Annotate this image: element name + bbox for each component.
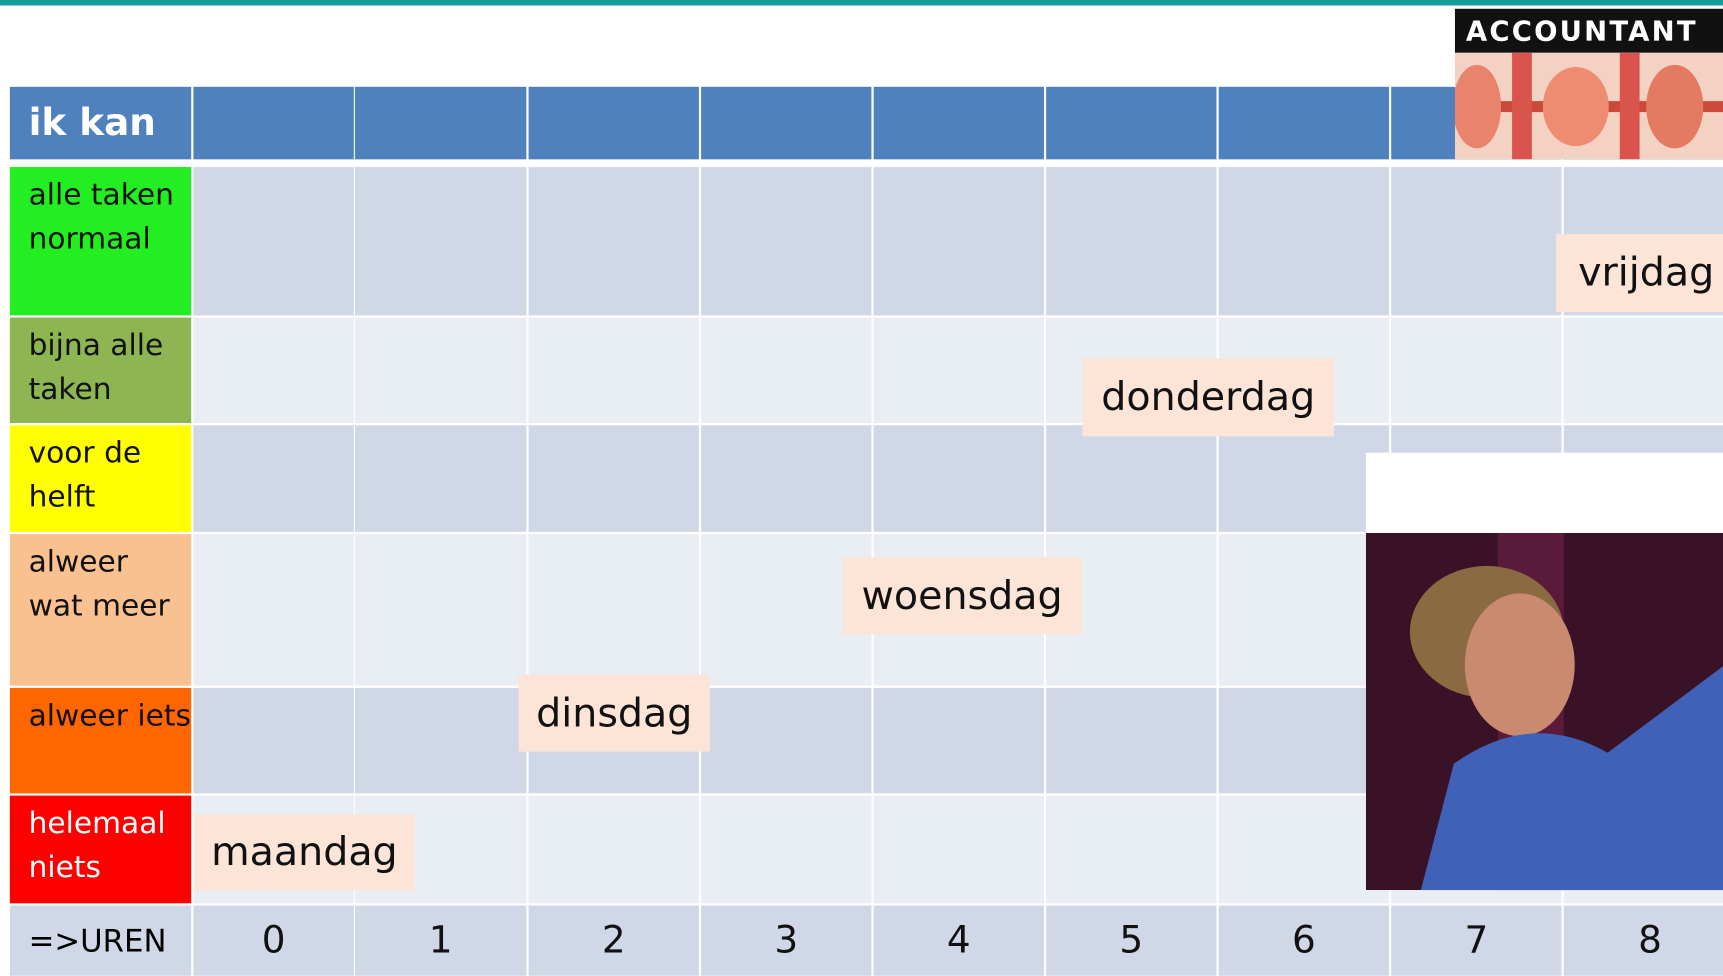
cell bbox=[1219, 167, 1389, 315]
cell bbox=[874, 425, 1044, 532]
cell bbox=[193, 167, 353, 315]
hour-label: 8 bbox=[1564, 905, 1723, 975]
cell bbox=[1219, 688, 1389, 793]
hour-label: 4 bbox=[874, 905, 1044, 975]
cell bbox=[1046, 796, 1216, 904]
hour-label: 2 bbox=[529, 905, 699, 975]
header-cell bbox=[701, 87, 871, 160]
cell bbox=[355, 534, 526, 686]
photo bbox=[1366, 533, 1723, 890]
header-cell bbox=[1046, 87, 1216, 160]
day-label: dinsdag bbox=[519, 675, 710, 752]
header-cell bbox=[193, 87, 353, 160]
cell bbox=[1391, 318, 1561, 423]
cell bbox=[355, 688, 526, 793]
cell bbox=[1391, 167, 1561, 315]
cell bbox=[529, 534, 699, 686]
cell bbox=[529, 167, 699, 315]
footer-label: =>UREN bbox=[10, 905, 191, 975]
header-cell bbox=[1219, 87, 1389, 160]
photo-frame bbox=[1366, 453, 1723, 533]
cell bbox=[1219, 425, 1389, 532]
cell bbox=[874, 318, 1044, 423]
page: 876543210=>URENhelemaal nietsalweer iets… bbox=[0, 0, 1723, 976]
cell bbox=[874, 796, 1044, 904]
row-label: alweer iets bbox=[10, 688, 191, 793]
hour-label: 7 bbox=[1391, 905, 1561, 975]
cell bbox=[529, 318, 699, 423]
hour-label: 5 bbox=[1046, 905, 1216, 975]
row-label: voor de helft bbox=[10, 425, 191, 532]
row-label: bijna alle taken bbox=[10, 318, 191, 423]
cell bbox=[355, 167, 526, 315]
cell bbox=[355, 318, 526, 423]
cell bbox=[874, 688, 1044, 793]
cell bbox=[193, 688, 353, 793]
hour-label: 1 bbox=[355, 905, 526, 975]
cell bbox=[701, 167, 871, 315]
cell bbox=[701, 796, 871, 904]
row-label: alweer wat meer bbox=[10, 534, 191, 686]
cell bbox=[1046, 167, 1216, 315]
header-cell: ik kan bbox=[10, 87, 191, 160]
header-cell bbox=[874, 87, 1044, 160]
row-label: alle taken normaal bbox=[10, 167, 191, 315]
cell bbox=[1046, 425, 1216, 532]
cell bbox=[193, 425, 353, 532]
logo-image bbox=[1455, 53, 1723, 160]
cell bbox=[701, 318, 871, 423]
day-label: maandag bbox=[195, 814, 415, 890]
cell bbox=[193, 318, 353, 423]
day-label: woensdag bbox=[843, 557, 1081, 634]
slide: 876543210=>URENhelemaal nietsalweer iets… bbox=[0, 0, 1723, 976]
hour-label: 6 bbox=[1219, 905, 1389, 975]
cell bbox=[701, 425, 871, 532]
header-cell bbox=[355, 87, 526, 160]
cell bbox=[1219, 534, 1389, 686]
cell bbox=[529, 796, 699, 904]
hour-label: 0 bbox=[193, 905, 353, 975]
row-label: helemaal niets bbox=[10, 796, 191, 904]
day-label: donderdag bbox=[1082, 358, 1334, 436]
cell bbox=[1219, 796, 1389, 904]
day-label: vrijdag bbox=[1556, 234, 1723, 312]
top-rule bbox=[0, 0, 1723, 5]
header-cell bbox=[529, 87, 699, 160]
cell bbox=[193, 534, 353, 686]
hour-label: 3 bbox=[701, 905, 871, 975]
cell bbox=[1564, 318, 1723, 423]
cell bbox=[529, 425, 699, 532]
cell bbox=[874, 167, 1044, 315]
logo-text: ACCOUNTANT bbox=[1455, 9, 1723, 53]
cell bbox=[355, 425, 526, 532]
cell bbox=[701, 688, 871, 793]
cell bbox=[1046, 688, 1216, 793]
